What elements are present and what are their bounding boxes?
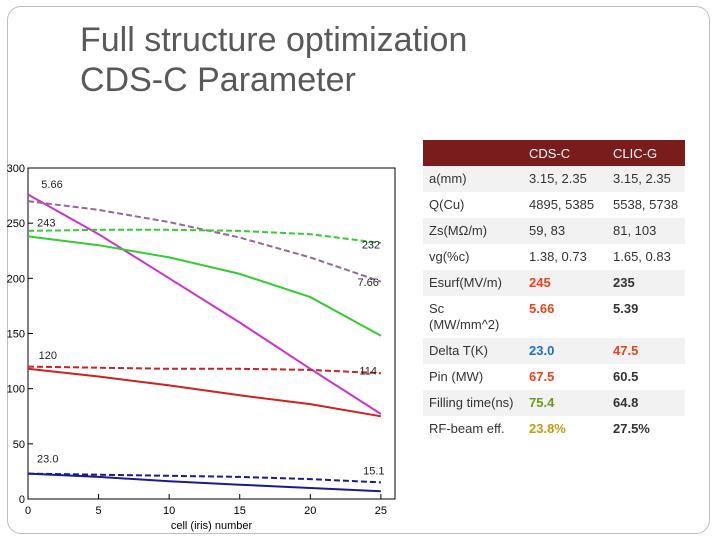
header-cds-c: CDS-C — [523, 140, 607, 166]
y-tick-label: 150 — [7, 329, 25, 341]
param-label: Pin (MW) — [423, 364, 523, 390]
clic-value: 81, 103 — [607, 218, 685, 244]
series-line — [27, 472, 381, 493]
data-label: 23.0 — [37, 454, 58, 466]
clic-value: 5.39 — [607, 296, 685, 338]
table-row: Sc (MW/mm^2) 5.66 5.39 — [423, 296, 685, 338]
clic-value: 5538, 5738 — [607, 192, 685, 218]
series-line — [27, 472, 381, 484]
table-row: Pin (MW) 67.5 60.5 — [423, 364, 685, 390]
param-label: a(mm) — [423, 166, 523, 192]
x-tick-label: 10 — [163, 505, 175, 517]
clic-value: 3.15, 2.35 — [607, 166, 685, 192]
y-tick-label: 50 — [13, 439, 25, 451]
data-label: 120 — [39, 350, 57, 362]
slide-frame — [7, 6, 710, 534]
clic-value: 27.5% — [607, 416, 685, 442]
clic-value: 1.65, 0.83 — [607, 244, 685, 270]
data-label: 232 — [362, 240, 380, 252]
param-label: Filling time(ns) — [423, 390, 523, 416]
data-label: 15.1 — [363, 466, 384, 478]
x-tick-label: 5 — [96, 505, 102, 517]
table-row: Filling time(ns) 75.4 64.8 — [423, 390, 685, 416]
cds-value: 23.0 — [523, 338, 607, 364]
table-row: Zs(MΩ/m) 59, 83 81, 103 — [423, 218, 685, 244]
series-line — [27, 235, 382, 337]
parameter-table: CDS-C CLIC-G a(mm) 3.15, 2.35 3.15, 2.35… — [423, 140, 685, 442]
cds-value: 3.15, 2.35 — [523, 166, 607, 192]
cds-value: 75.4 — [523, 390, 607, 416]
clic-value: 64.8 — [607, 390, 685, 416]
series-line — [27, 367, 382, 418]
cds-value: 23.8% — [523, 416, 607, 442]
cds-value: 59, 83 — [523, 218, 607, 244]
cds-value: 4895, 5385 — [523, 192, 607, 218]
header-blank — [423, 140, 523, 166]
y-tick-label: 200 — [7, 273, 25, 285]
clic-value: 60.5 — [607, 364, 685, 390]
table-header-row: CDS-C CLIC-G — [423, 140, 685, 166]
y-tick-label: 0 — [19, 494, 25, 506]
parameter-chart: 0 50 100 150 200 250 300 0 5 10 15 20 25 cell (iris) … — [7, 163, 396, 532]
y-tick-label: 300 — [7, 163, 25, 175]
series-line — [27, 365, 381, 375]
x-tick-label: 0 — [25, 505, 31, 517]
header-clic-g: CLIC-G — [607, 140, 685, 166]
x-tick-label: 25 — [375, 505, 387, 517]
cds-value: 1.38, 0.73 — [523, 244, 607, 270]
data-label: 7.66 — [357, 277, 378, 289]
clic-value: 47.5 — [607, 338, 685, 364]
param-label: vg(%c) — [423, 244, 523, 270]
param-label: Q(Cu) — [423, 192, 523, 218]
series-line — [27, 228, 382, 244]
cds-value: 67.5 — [523, 364, 607, 390]
cds-value: 5.66 — [523, 296, 607, 338]
clic-value: 235 — [607, 270, 685, 296]
table-row: a(mm) 3.15, 2.35 3.15, 2.35 — [423, 166, 685, 192]
x-axis-label: cell (iris) number — [171, 520, 253, 532]
x-tick-label: 20 — [304, 505, 316, 517]
data-label: 243 — [37, 217, 55, 229]
y-tick-label: 100 — [7, 384, 25, 396]
y-tick-label: 250 — [7, 218, 25, 230]
param-label: RF-beam eff. — [423, 416, 523, 442]
title-line-2: CDS-C Parameter — [80, 61, 356, 99]
table-row: vg(%c) 1.38, 0.73 1.65, 0.83 — [423, 244, 685, 270]
table-row: Esurf(MV/m) 245 235 — [423, 270, 685, 296]
series-line — [27, 193, 382, 415]
title-line-1: Full structure optimization — [80, 21, 468, 59]
plot-area — [27, 167, 396, 500]
series-line — [27, 200, 382, 283]
table-row: RF-beam eff. 23.8% 27.5% — [423, 416, 685, 442]
param-label: Delta T(K) — [423, 338, 523, 364]
page-title: Full structure optimization CDS-C Parame… — [80, 20, 467, 100]
data-label: 5.66 — [41, 179, 62, 191]
x-tick-label: 15 — [234, 505, 246, 517]
data-label: 114 — [359, 365, 377, 377]
table-row: Q(Cu) 4895, 5385 5538, 5738 — [423, 192, 685, 218]
param-label: Esurf(MV/m) — [423, 270, 523, 296]
cds-value: 245 — [523, 270, 607, 296]
param-label: Sc (MW/mm^2) — [423, 296, 523, 338]
table-row: Delta T(K) 23.0 47.5 — [423, 338, 685, 364]
param-label: Zs(MΩ/m) — [423, 218, 523, 244]
